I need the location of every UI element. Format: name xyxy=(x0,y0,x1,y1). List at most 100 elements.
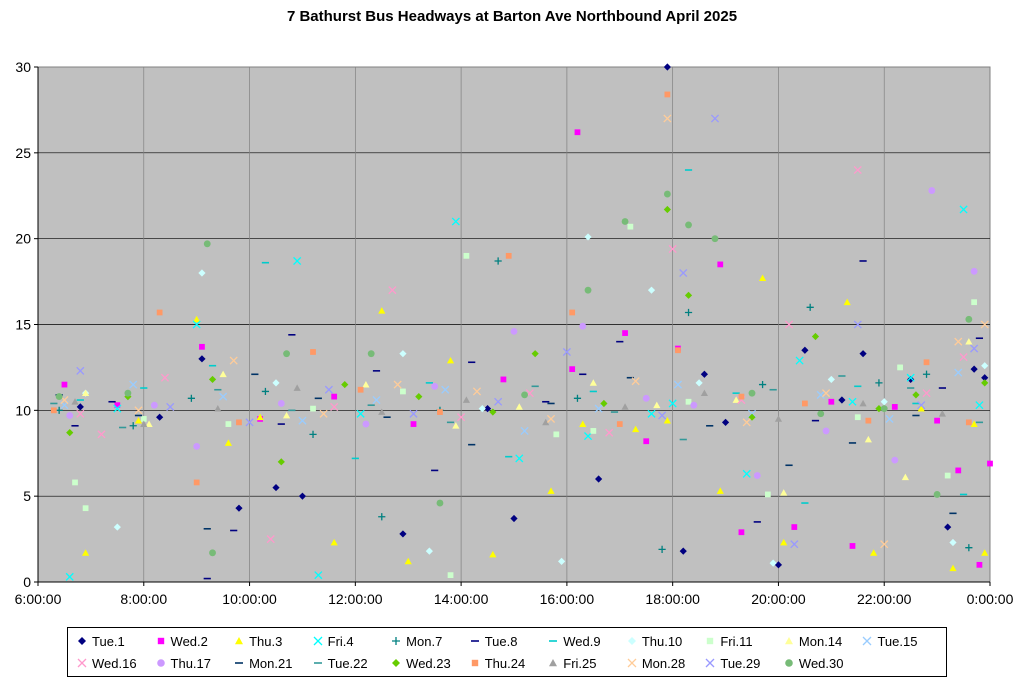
data-point xyxy=(546,414,556,423)
data-point xyxy=(685,221,692,229)
data-point xyxy=(738,393,745,400)
data-point xyxy=(975,401,984,410)
data-point xyxy=(685,398,692,405)
data-point xyxy=(647,409,656,418)
data-point xyxy=(658,411,667,420)
data-point xyxy=(684,308,693,317)
data-point xyxy=(82,549,90,556)
data-point xyxy=(605,428,614,437)
x-tick-label: 22:00:00 xyxy=(857,591,912,607)
data-point xyxy=(431,382,439,390)
data-point xyxy=(875,405,883,413)
y-tick-label: 0 xyxy=(23,574,31,590)
legend-marker xyxy=(549,659,558,667)
data-point xyxy=(314,571,323,580)
data-point xyxy=(732,396,740,403)
data-point xyxy=(663,63,671,71)
data-point xyxy=(870,549,878,556)
legend-marker-icon xyxy=(235,662,244,664)
data-point xyxy=(140,416,147,422)
data-point xyxy=(415,393,423,401)
data-point xyxy=(679,547,687,555)
legend-item: Fri.11 xyxy=(704,631,783,651)
legend-item: Mon.21 xyxy=(233,653,312,673)
data-point xyxy=(203,240,211,248)
legend-marker-icon xyxy=(392,659,401,667)
data-point xyxy=(663,205,671,214)
legend: Tue.1 Wed.2 Thu.3 Fri.4 Mon.7 Tue.8 Wed.9 Thu.1… xyxy=(67,627,947,677)
data-point xyxy=(653,401,661,409)
legend-item: Tue.29 xyxy=(704,653,783,673)
data-point xyxy=(156,309,163,316)
data-point xyxy=(531,350,539,358)
data-point xyxy=(917,401,926,410)
y-axis-ticks: 0 5 10 15 20 25 30 xyxy=(15,59,38,590)
y-tick-label: 5 xyxy=(23,488,31,504)
data-point xyxy=(362,420,370,428)
data-point xyxy=(573,394,582,402)
legend-marker-icon xyxy=(549,659,558,667)
data-point xyxy=(330,538,338,546)
data-point xyxy=(579,322,587,330)
data-point xyxy=(224,439,232,446)
data-point xyxy=(378,513,386,521)
data-point xyxy=(140,420,148,427)
data-point xyxy=(65,572,74,581)
data-point xyxy=(583,432,593,441)
data-point xyxy=(817,410,825,418)
data-point xyxy=(663,114,672,123)
data-point xyxy=(66,429,74,437)
data-point xyxy=(76,366,85,375)
data-point xyxy=(214,405,222,412)
data-point xyxy=(447,572,454,579)
data-point xyxy=(277,400,285,407)
data-point xyxy=(319,409,328,418)
legend-item: Tue.22 xyxy=(312,653,391,673)
data-point xyxy=(721,418,730,426)
data-point xyxy=(198,355,206,363)
data-point xyxy=(663,417,671,424)
data-point xyxy=(134,417,143,424)
data-point xyxy=(791,524,798,530)
data-point xyxy=(399,530,407,538)
legend-label: Thu.10 xyxy=(641,633,683,649)
legend-marker xyxy=(313,636,323,646)
data-point xyxy=(367,350,375,358)
legend-marker-icon xyxy=(549,640,558,642)
data-point xyxy=(82,389,90,397)
data-point xyxy=(82,505,89,512)
data-point xyxy=(569,366,576,373)
data-point xyxy=(864,435,872,443)
legend-item: Tue.15 xyxy=(861,631,940,651)
data-point xyxy=(330,402,339,411)
data-point xyxy=(710,114,720,123)
legend-item: Wed.9 xyxy=(547,631,626,651)
gridlines xyxy=(38,67,990,582)
data-point xyxy=(298,416,307,425)
data-point xyxy=(854,414,861,421)
data-point xyxy=(880,398,888,406)
data-point xyxy=(647,286,656,294)
data-point xyxy=(404,557,412,565)
data-point xyxy=(293,256,302,266)
data-point xyxy=(774,415,783,422)
data-point xyxy=(55,406,63,414)
data-point xyxy=(938,410,946,417)
legend-marker xyxy=(785,659,793,667)
data-point xyxy=(769,559,777,567)
legend-label: Fri.25 xyxy=(563,655,597,671)
data-point xyxy=(310,405,316,412)
data-point xyxy=(282,411,291,419)
data-point xyxy=(266,535,275,544)
data-point xyxy=(483,405,492,413)
data-point xyxy=(457,413,466,422)
data-point xyxy=(61,381,68,388)
data-point xyxy=(955,467,962,474)
legend-item: Tue.1 xyxy=(76,631,155,651)
data-point xyxy=(795,356,804,365)
data-point xyxy=(880,405,888,413)
data-point xyxy=(199,343,205,350)
data-point xyxy=(409,409,418,418)
legend-item: Fri.25 xyxy=(547,653,626,673)
